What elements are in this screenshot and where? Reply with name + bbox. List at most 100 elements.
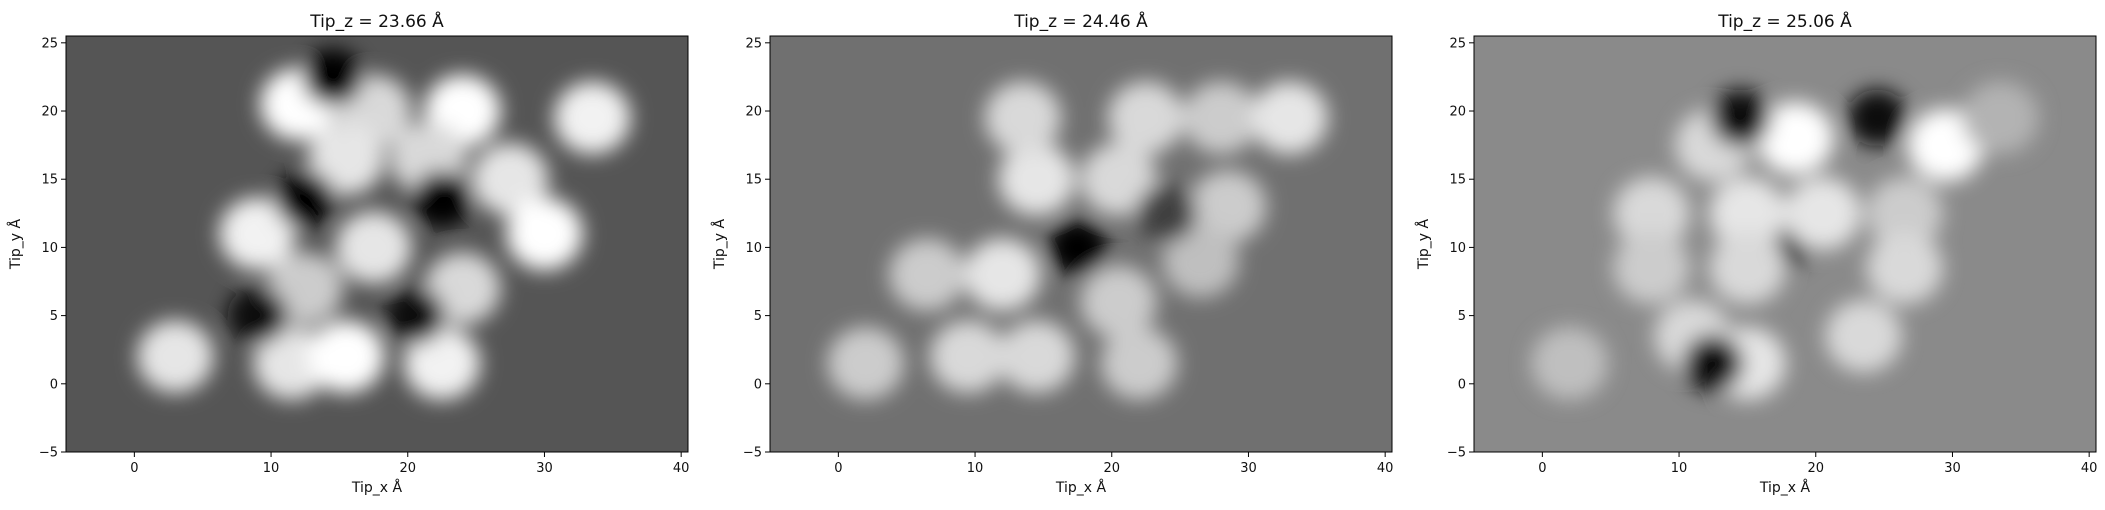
chart-title: Tip_z = 25.06 Å bbox=[1717, 10, 1852, 32]
heatmap-feature bbox=[1847, 89, 1908, 147]
heatmap-feature bbox=[1756, 101, 1834, 175]
heatmap-feature bbox=[1189, 170, 1267, 243]
panel-1: 0 10 20 30 40 −5 0 5 10 15 20 25 Tip_z = 23.66 Å Tip_… bbox=[7, 10, 689, 496]
y-tick-label: 15 bbox=[41, 173, 58, 188]
heatmap-feature bbox=[302, 48, 363, 106]
heatmap-feature bbox=[1613, 231, 1690, 305]
heatmap-feature bbox=[219, 197, 296, 271]
y-tick-label: 10 bbox=[745, 241, 762, 256]
heatmap-feature bbox=[424, 251, 501, 325]
y-tick-label: 25 bbox=[1449, 36, 1466, 51]
x-tick-label: 30 bbox=[1944, 461, 1961, 476]
heatmap-feature bbox=[1825, 299, 1902, 373]
y-axis-label: Tip_y Å bbox=[7, 218, 24, 270]
heatmap-feature bbox=[554, 81, 631, 155]
heatmap-feature bbox=[998, 320, 1075, 393]
heatmap-feature bbox=[1709, 176, 1786, 250]
heatmap-feature bbox=[472, 142, 549, 216]
heatmap-feature bbox=[929, 320, 1007, 393]
x-tick-label: 40 bbox=[2081, 461, 2098, 476]
heatmap-feature bbox=[1136, 184, 1197, 242]
y-tick-label: 5 bbox=[1458, 309, 1466, 324]
y-tick-label: −5 bbox=[39, 446, 58, 461]
heatmap-feature bbox=[411, 171, 473, 229]
x-tick-label: 20 bbox=[1103, 461, 1120, 476]
heatmap-image bbox=[827, 81, 1328, 400]
y-tick-label: 10 bbox=[1449, 241, 1466, 256]
heatmap-feature bbox=[1710, 89, 1771, 147]
y-tick-label: 15 bbox=[745, 173, 762, 188]
heatmap-feature bbox=[266, 251, 344, 325]
heatmap-feature bbox=[137, 320, 214, 393]
x-tick-label: 0 bbox=[130, 461, 138, 476]
y-tick-label: −5 bbox=[1447, 446, 1466, 461]
x-axis-label: Tip_x Å bbox=[351, 479, 403, 496]
y-tick-label: 20 bbox=[1449, 105, 1466, 120]
heatmap-feature bbox=[506, 197, 583, 271]
heatmap-feature bbox=[1962, 81, 2039, 155]
heatmap-feature bbox=[1683, 334, 1744, 392]
y-tick-label: 25 bbox=[41, 36, 58, 51]
heatmap-feature bbox=[1080, 142, 1157, 216]
heatmap-feature bbox=[964, 238, 1041, 312]
x-tick-label: 10 bbox=[967, 461, 984, 476]
plot-frame bbox=[65, 35, 689, 453]
heatmap-feature bbox=[888, 238, 966, 312]
heatmap-feature bbox=[1784, 176, 1861, 250]
heatmap-feature bbox=[307, 320, 385, 393]
x-axis-label: Tip_x Å bbox=[1055, 479, 1107, 496]
heatmap-feature bbox=[384, 287, 445, 345]
x-tick-label: 0 bbox=[1538, 461, 1546, 476]
heatmap-feature bbox=[827, 326, 904, 400]
y-axis-label: Tip_y Å bbox=[711, 218, 728, 270]
y-tick-label: 10 bbox=[41, 241, 58, 256]
plot-frame bbox=[769, 35, 1393, 453]
heatmap-feature bbox=[275, 171, 336, 229]
y-tick-label: 0 bbox=[754, 377, 762, 392]
x-tick-label: 10 bbox=[263, 461, 280, 476]
y-tick-label: −5 bbox=[743, 446, 762, 461]
heatmap-feature bbox=[1709, 231, 1786, 305]
heatmap-feature bbox=[307, 122, 385, 196]
x-tick-label: 40 bbox=[673, 461, 690, 476]
heatmap-feature bbox=[1107, 81, 1185, 155]
heatmap-feature bbox=[1251, 81, 1328, 155]
heatmap-image bbox=[1531, 81, 2039, 400]
heatmap-feature bbox=[984, 81, 1062, 155]
x-tick-label: 30 bbox=[1240, 461, 1257, 476]
heatmap-feature bbox=[335, 211, 412, 284]
heatmap-image bbox=[137, 48, 631, 400]
x-axis-label: Tip_x Å bbox=[1759, 479, 1811, 496]
heatmap-feature bbox=[1866, 231, 1943, 305]
chart-title: Tip_z = 23.66 Å bbox=[309, 10, 444, 32]
x-tick-label: 10 bbox=[1671, 461, 1688, 476]
y-tick-label: 25 bbox=[745, 36, 762, 51]
heatmap-feature bbox=[1613, 176, 1690, 250]
heatmap-feature bbox=[1080, 265, 1157, 339]
x-tick-label: 20 bbox=[1807, 461, 1824, 476]
heatmap-feature bbox=[1531, 326, 1608, 400]
y-tick-label: 0 bbox=[50, 377, 58, 392]
heatmap-feature bbox=[998, 142, 1075, 216]
heatmap-feature bbox=[1162, 224, 1239, 298]
x-tick-label: 20 bbox=[399, 461, 416, 476]
heatmap-feature bbox=[1047, 218, 1108, 276]
heatmap-feature bbox=[1866, 176, 1943, 250]
chart-title: Tip_z = 24.46 Å bbox=[1013, 10, 1148, 32]
y-tick-label: 5 bbox=[754, 309, 762, 324]
y-tick-label: 5 bbox=[50, 309, 58, 324]
panel-2: 0 10 20 30 40 −5 0 5 10 15 20 25 Tip_z = 24.46 Å Tip_… bbox=[711, 10, 1393, 496]
panel-3: 0 10 20 30 40 −5 0 5 10 15 20 25 Tip_z = 25.06 Å Tip_… bbox=[1415, 10, 2097, 496]
heatmap-feature bbox=[1182, 81, 1260, 155]
y-tick-label: 20 bbox=[745, 105, 762, 120]
x-tick-label: 0 bbox=[834, 461, 842, 476]
x-tick-label: 40 bbox=[1377, 461, 1394, 476]
y-tick-label: 0 bbox=[1458, 377, 1466, 392]
plot-frame bbox=[1473, 35, 2097, 453]
heatmap-feature bbox=[1100, 326, 1178, 400]
heatmap-feature bbox=[227, 287, 288, 345]
x-tick-label: 30 bbox=[536, 461, 553, 476]
y-axis-label: Tip_y Å bbox=[1415, 218, 1432, 270]
heatmap-feature bbox=[403, 326, 481, 400]
